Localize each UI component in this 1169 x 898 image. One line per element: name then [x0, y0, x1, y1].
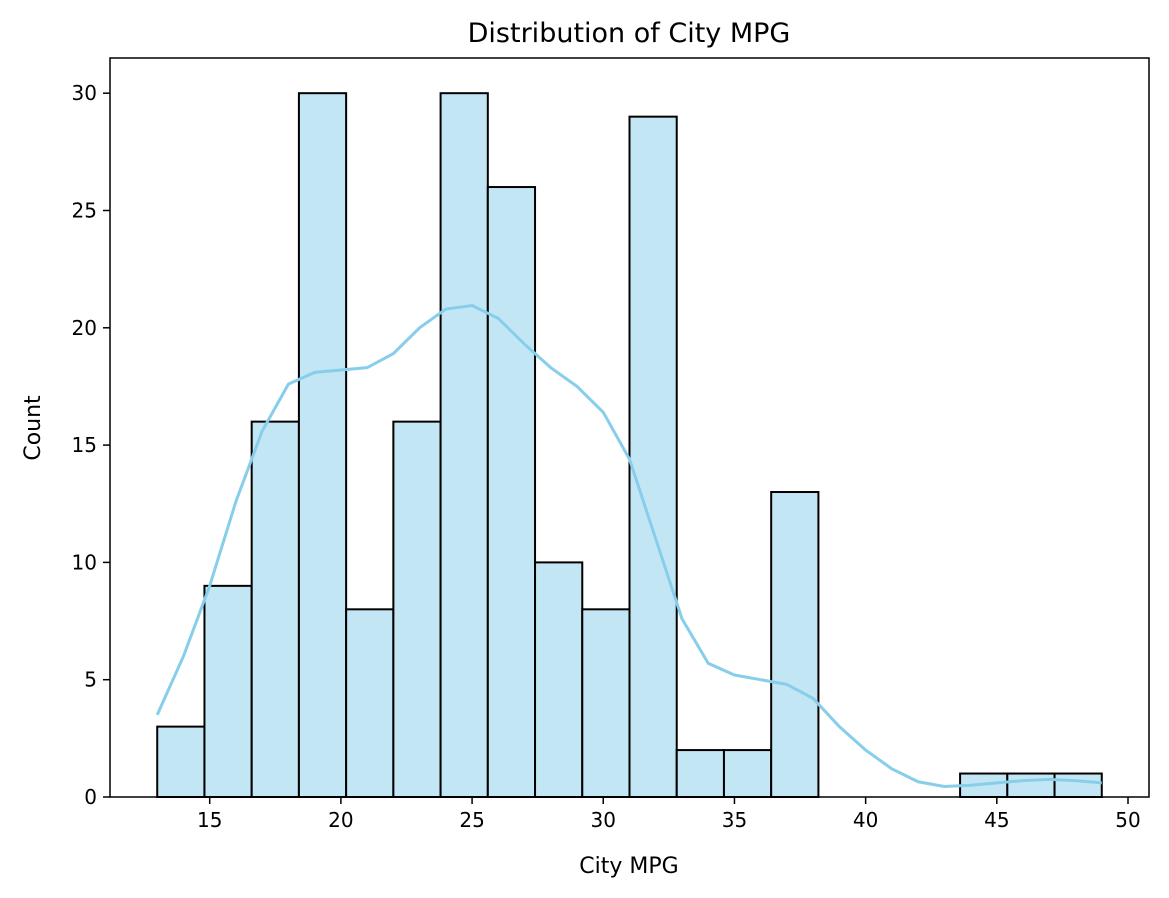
histogram-bar — [392, 420, 442, 798]
plot-frame — [109, 57, 1150, 798]
y-tick-label: 20 — [72, 316, 97, 340]
histogram-bar — [345, 608, 395, 798]
histogram-bar — [1006, 772, 1056, 798]
y-tick-label: 5 — [84, 668, 97, 692]
histogram-bar — [250, 420, 300, 798]
y-axis-label: Count — [21, 395, 46, 461]
histogram-bar — [1053, 772, 1103, 798]
y-tick-label: 0 — [84, 785, 97, 809]
histogram-bar — [722, 749, 773, 798]
x-tick-label: 45 — [984, 808, 1009, 832]
histogram-bar — [770, 491, 820, 798]
histogram-bar — [486, 186, 537, 799]
histogram-bar — [297, 92, 348, 798]
kde-curve — [155, 303, 1102, 788]
histogram-bar — [675, 749, 725, 798]
x-axis-label: City MPG — [579, 854, 678, 879]
y-tick-label: 25 — [72, 198, 97, 222]
x-tick-label: 25 — [459, 808, 484, 832]
x-tick-label: 35 — [722, 808, 747, 832]
x-tick-label: 20 — [328, 808, 353, 832]
y-tick-label: 30 — [72, 81, 97, 105]
chart-title: Distribution of City MPG — [468, 18, 791, 49]
histogram-bar — [156, 725, 206, 798]
histogram-bar — [628, 115, 678, 798]
x-tick-label: 15 — [197, 808, 222, 832]
histogram-bar — [581, 608, 631, 798]
histogram-bar — [203, 584, 253, 798]
y-tick-label: 15 — [72, 433, 97, 457]
x-tick-label: 40 — [853, 808, 878, 832]
x-tick-label: 50 — [1115, 808, 1140, 832]
y-tick-label: 10 — [72, 550, 97, 574]
x-tick-label: 30 — [591, 808, 616, 832]
histogram-bar — [534, 561, 584, 799]
histogram-bar — [439, 92, 489, 798]
